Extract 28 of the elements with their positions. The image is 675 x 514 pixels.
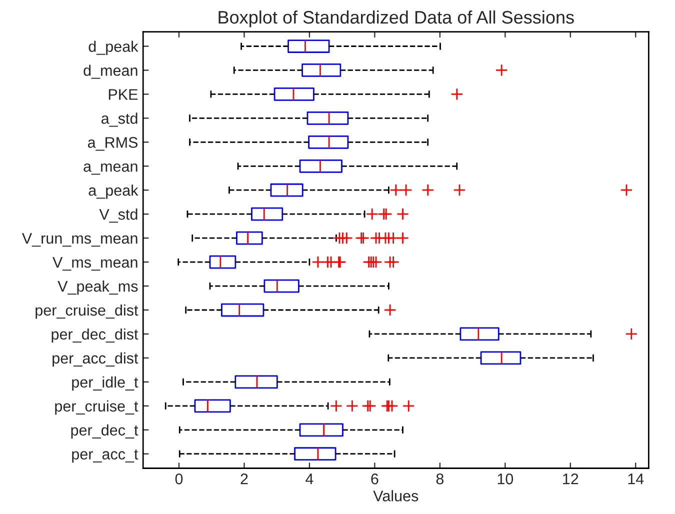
x-tick-label: 14 xyxy=(628,474,644,484)
y-tick-label: per_acc_dist xyxy=(52,352,138,367)
y-tick-label: per_dec_dist xyxy=(52,328,138,343)
y-tick-label: d_mean xyxy=(84,64,138,79)
y-tick-label: a_peak xyxy=(88,184,138,199)
x-tick-label: 10 xyxy=(498,474,514,484)
chart-title: Boxplot of Standardized Data of All Sessions xyxy=(218,10,574,28)
x-tick-label: 0 xyxy=(175,474,183,484)
y-tick-label: a_std xyxy=(102,112,138,127)
x-tick-label: 12 xyxy=(563,474,578,484)
y-tick-label: per_acc_t xyxy=(72,450,138,463)
x-tick-label: 2 xyxy=(240,474,248,484)
y-tick-label: per_idle_t xyxy=(72,376,138,391)
y-tick-label: V_peak_ms xyxy=(58,280,138,295)
y-tick-label: per_dec_t xyxy=(71,424,138,439)
y-tick-label: per_cruise_t xyxy=(55,400,138,415)
y-tick-label: PKE xyxy=(108,89,138,100)
x-tick-label: 4 xyxy=(306,474,314,484)
y-tick-label: V_ms_mean xyxy=(52,257,138,271)
y-tick-label: a_mean xyxy=(84,163,138,175)
y-tick-label: per_cruise_dist xyxy=(36,304,138,319)
y-tick-label: d_peak xyxy=(88,40,138,55)
y-tick-label: V_run_ms_mean xyxy=(22,233,138,247)
y-tick-label: V_std xyxy=(99,208,138,223)
x-axis-title: Values xyxy=(373,490,418,502)
x-tick-label: 6 xyxy=(371,474,378,484)
x-tick-label: 8 xyxy=(436,474,444,484)
y-tick-label: a_RMS xyxy=(88,137,138,151)
